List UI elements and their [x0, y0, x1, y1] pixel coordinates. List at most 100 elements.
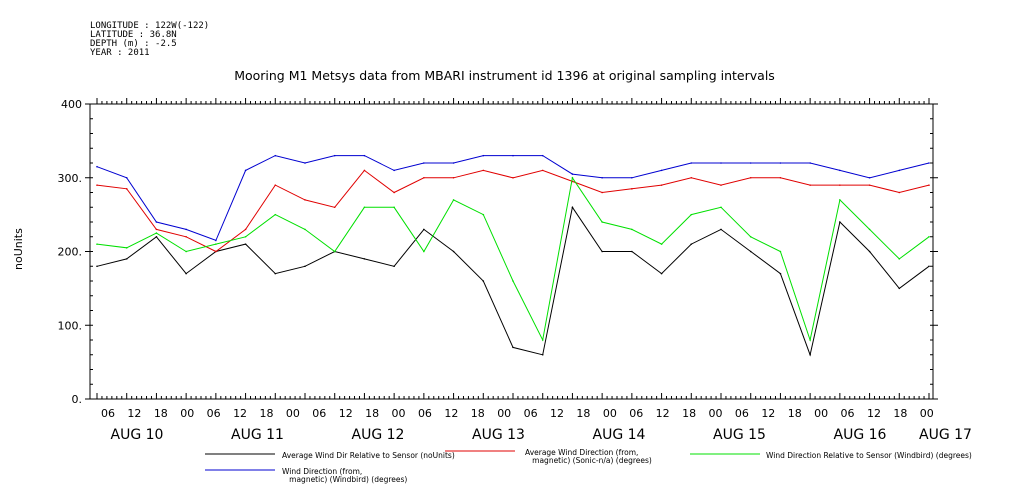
x-day-label: AUG 16 [834, 427, 887, 443]
legend-label-red: Average Wind Direction (from, magnetic) … [525, 448, 652, 465]
x-hour-label: 18 [471, 407, 485, 420]
series-point-black [571, 206, 574, 209]
x-hour-label: 12 [867, 407, 881, 420]
chart-title: Mooring M1 Metsys data from MBARI instru… [234, 68, 775, 83]
x-hour-label: 12 [444, 407, 458, 420]
series-point-green [928, 235, 930, 238]
series-line-blue [96, 155, 930, 242]
x-hour-label: 18 [682, 407, 696, 420]
series-point-blue [928, 162, 930, 164]
series-point-green [482, 213, 485, 216]
series-point-blue [482, 154, 485, 157]
x-hour-label: 06 [735, 407, 749, 420]
series-point-black [779, 272, 782, 275]
series-point-black [244, 243, 247, 245]
x-hour-label: 00 [286, 407, 300, 420]
x-hour-label: 12 [656, 407, 670, 420]
series-point-red [215, 250, 217, 253]
x-hour-label: 06 [524, 407, 538, 420]
x-hour-label: 12 [550, 407, 564, 420]
x-hour-label: 06 [207, 407, 221, 420]
depth-text: DEPTH (m) : -2.5 [90, 39, 177, 49]
x-hour-label: 18 [259, 407, 273, 420]
legend-label-black: Average Wind Dir Relative to Sensor (noU… [282, 451, 455, 460]
series-point-black [512, 346, 514, 349]
series-point-green [839, 199, 841, 201]
series-point-green [333, 250, 336, 253]
series-line-green [96, 176, 930, 342]
series-point-red [125, 188, 128, 190]
series-point-black [631, 250, 633, 253]
series-point-blue [155, 221, 158, 223]
series-point-red [631, 188, 633, 190]
x-hour-label: 00 [392, 407, 406, 420]
x-hour-label: 06 [418, 407, 432, 420]
x-hour-label: 12 [233, 407, 247, 420]
series-point-black [839, 221, 841, 223]
series-point-black [423, 228, 425, 231]
series-point-green [452, 199, 455, 201]
series-point-blue [898, 169, 901, 172]
series-point-blue [215, 239, 217, 242]
series-point-red [185, 235, 187, 238]
series-point-green [393, 206, 395, 209]
series-point-green [660, 243, 663, 245]
series-point-red [155, 228, 158, 231]
series-point-blue [333, 154, 336, 157]
series-point-black [274, 272, 277, 275]
series-point-green [363, 206, 366, 209]
series-point-green [631, 228, 633, 231]
series-point-green [512, 280, 514, 282]
series-point-green [601, 221, 603, 223]
series-point-blue [393, 169, 395, 172]
series-point-black [601, 250, 603, 253]
x-hour-label: 06 [629, 407, 643, 420]
x-hour-label: 06 [841, 407, 855, 420]
x-hour-label: 06 [101, 407, 115, 420]
series-point-blue [660, 169, 663, 172]
series-point-blue [125, 176, 128, 179]
series-point-red [660, 184, 663, 186]
series-point-green [720, 206, 722, 209]
series-point-green [898, 258, 901, 260]
series-point-blue [541, 154, 544, 157]
y-tick-label: 300. [58, 172, 83, 185]
year-text: YEAR : 2011 [90, 48, 150, 58]
x-hour-label: 18 [154, 407, 168, 420]
x-day-label: AUG 12 [352, 427, 405, 443]
series-point-blue [512, 154, 514, 157]
x-day-label: AUG 15 [713, 427, 766, 443]
series-point-black [393, 265, 395, 268]
series-point-blue [749, 162, 752, 164]
x-day-label: AUG 10 [111, 427, 164, 443]
series-point-black [482, 280, 485, 282]
series-point-black [363, 258, 366, 260]
series-point-blue [452, 162, 455, 164]
series-point-red [898, 191, 901, 194]
longitude-text: LONGITUDE : 122W(-122) [90, 21, 210, 31]
series-point-red [690, 176, 693, 179]
series-point-green [96, 243, 98, 245]
series-point-black [660, 272, 663, 275]
x-hour-label: 12 [127, 407, 141, 420]
x-hour-label: 00 [920, 407, 934, 420]
series-point-green [541, 339, 544, 341]
x-day-label: AUG 11 [231, 427, 284, 443]
x-day-label: AUG 14 [593, 427, 646, 443]
x-hour-label: 12 [339, 407, 353, 420]
series-point-black [928, 265, 930, 268]
series-point-black [720, 228, 722, 231]
series-point-red [363, 169, 366, 172]
latitude-text: LATITUDE : 36.8N [90, 30, 177, 40]
series-point-red [601, 191, 603, 194]
series-point-red [96, 184, 98, 186]
series-point-red [868, 184, 871, 186]
series-point-blue [868, 176, 871, 179]
series-point-green [779, 250, 782, 253]
x-hour-label: 00 [180, 407, 194, 420]
legend-label-blue: Wind Direction (from, magnetic) (Windbir… [282, 467, 408, 484]
y-tick-label: 0. [72, 393, 83, 406]
series-point-red [482, 169, 485, 172]
series-point-red [274, 184, 277, 186]
